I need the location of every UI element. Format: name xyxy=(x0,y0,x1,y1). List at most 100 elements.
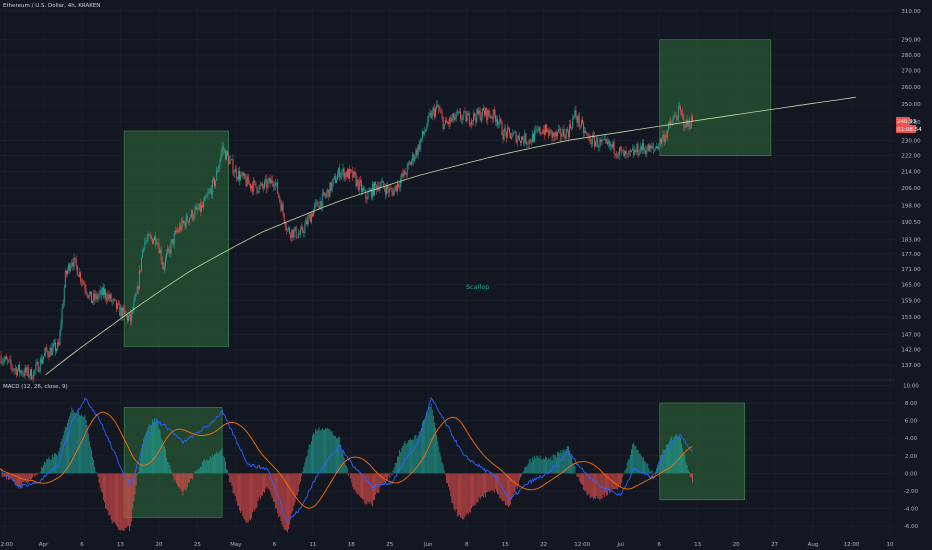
candle-body xyxy=(521,136,522,143)
candle-body xyxy=(107,294,109,301)
candle-body xyxy=(314,204,316,210)
macd-histogram-bar xyxy=(466,473,468,513)
macd-histogram-bar xyxy=(688,472,690,474)
macd-histogram-bar xyxy=(257,473,259,502)
macd-histogram-bar xyxy=(13,473,15,482)
candle-body xyxy=(503,128,505,140)
candle-body xyxy=(214,178,215,186)
symbol-header[interactable]: Ethereum / U.S. Dollar, 4h, KRAKEN xyxy=(3,3,100,9)
candle-body xyxy=(232,159,234,174)
macd-histogram-bar xyxy=(344,463,346,474)
candle-body xyxy=(459,111,460,113)
macd-histogram-bar xyxy=(652,473,654,476)
macd-axis[interactable]: -6.00 -4.00 -2.00 0.00 2.00 4.00 6.00 8.00 10.00 xyxy=(903,383,919,530)
candle-body xyxy=(309,214,311,223)
candle-body xyxy=(122,307,124,318)
macd-line xyxy=(0,396,693,523)
price-tick-label: 147.00 xyxy=(901,333,921,339)
candle-body xyxy=(497,119,499,125)
time-tick-label: 6 xyxy=(80,542,84,548)
candle-body xyxy=(222,146,224,151)
candle-body xyxy=(600,139,602,142)
candle-body xyxy=(156,243,158,245)
candle-body xyxy=(273,186,275,187)
candle-body xyxy=(604,138,606,140)
macd-histogram-bar xyxy=(215,454,216,474)
candle-body xyxy=(670,121,672,124)
macd-histogram-bar xyxy=(169,464,171,474)
macd-histogram-bar xyxy=(63,430,65,474)
candle-body xyxy=(478,110,480,115)
candle-body xyxy=(536,129,538,130)
macd-histogram-bar xyxy=(147,427,149,474)
candle-body xyxy=(329,182,331,197)
macd-histogram-bar xyxy=(446,473,447,483)
time-axis[interactable]: 12:00 Apr 6 13 20 25 May 6 11 18 25 Jun 8 15 22 12:00 Ju… xyxy=(0,542,894,548)
candle-body xyxy=(179,225,181,232)
candle-body xyxy=(106,297,108,301)
candle-body xyxy=(535,129,537,131)
candle-body xyxy=(392,191,394,196)
macd-histogram-bar xyxy=(619,473,620,485)
macd-histogram-bar xyxy=(238,473,239,506)
macd-histogram-bar xyxy=(400,452,402,474)
candle-body xyxy=(270,179,272,184)
macd-histogram-bar xyxy=(407,440,409,474)
candle-body xyxy=(265,179,267,182)
candle-body xyxy=(371,183,373,198)
candle-body xyxy=(114,299,116,301)
price-axis[interactable]: 137.00 142.00 147.00 153.00 159.00 165.00 171.… xyxy=(901,9,921,369)
macd-histogram-bar xyxy=(358,473,360,496)
macd-histogram-bar xyxy=(513,473,515,494)
macd-histogram-bar xyxy=(399,450,401,474)
candle-body xyxy=(49,347,51,357)
macd-histogram-bar xyxy=(431,409,433,474)
macd-histogram-bar xyxy=(352,473,354,488)
candle-body xyxy=(432,108,434,111)
candle-body xyxy=(551,130,553,138)
candle-body xyxy=(155,236,157,245)
macd-header[interactable]: MACD (12, 26, close, 9) xyxy=(3,384,68,390)
macd-histogram-bar xyxy=(602,473,604,495)
candle-body xyxy=(355,174,357,186)
candle-body xyxy=(430,113,432,118)
candle-body xyxy=(286,229,288,230)
candle-body xyxy=(138,270,140,290)
macd-histogram-bar xyxy=(618,473,619,488)
macd-histogram-bar xyxy=(686,464,688,474)
candle-body xyxy=(684,126,686,128)
candle-body xyxy=(347,169,349,179)
macd-histogram-bar xyxy=(442,464,444,474)
macd-histogram-bar xyxy=(284,473,286,531)
macd-histogram-bar xyxy=(522,472,524,474)
candle-body xyxy=(303,232,305,233)
macd-histogram-bar xyxy=(351,473,353,483)
candle-body xyxy=(182,220,184,224)
candle-body xyxy=(193,217,195,220)
candle-body xyxy=(206,195,208,198)
candle-body xyxy=(264,181,266,188)
macd-histogram-bar xyxy=(295,473,297,496)
candle-body xyxy=(641,142,643,151)
candle-body xyxy=(301,226,303,230)
macd-histogram-bar xyxy=(84,415,86,474)
candle-body xyxy=(55,342,56,352)
macd-histogram-bar xyxy=(346,468,348,474)
candle-body xyxy=(131,311,133,322)
macd-histogram-bar xyxy=(95,471,97,474)
macd-histogram-bar xyxy=(432,415,434,474)
macd-histogram-bar xyxy=(340,445,342,474)
price-tick-label: 171.00 xyxy=(901,267,921,273)
macd-histogram-bar xyxy=(50,459,52,474)
macd-histogram-bar xyxy=(159,429,161,474)
candle-body xyxy=(657,146,659,150)
macd-histogram-bar xyxy=(404,440,406,474)
candle-body xyxy=(545,124,546,135)
candle-body xyxy=(370,189,372,198)
candle-body xyxy=(353,171,355,178)
candle-body xyxy=(235,168,237,178)
candle-body xyxy=(94,293,96,300)
macd-histogram-bar xyxy=(443,470,445,474)
macd-histogram-bar xyxy=(3,473,5,477)
